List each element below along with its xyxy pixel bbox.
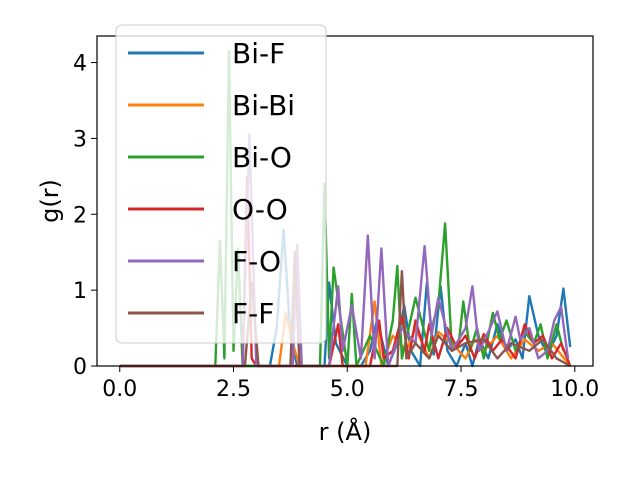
legend-box bbox=[115, 24, 327, 344]
legend-label-o-o: O-O bbox=[232, 193, 288, 226]
y-tick-label: 4 bbox=[73, 52, 87, 77]
legend-label-bi-f: Bi-F bbox=[232, 37, 285, 70]
x-tick-label: 0.0 bbox=[102, 377, 137, 402]
x-axis-label: r (Å) bbox=[319, 417, 372, 446]
y-tick-label: 2 bbox=[73, 203, 87, 228]
legend-label-bi-bi: Bi-Bi bbox=[232, 89, 295, 122]
y-tick-label: 1 bbox=[73, 279, 87, 304]
y-tick-label: 3 bbox=[73, 127, 87, 152]
y-axis-label: g(r) bbox=[36, 179, 64, 223]
x-tick-label: 2.5 bbox=[216, 377, 251, 402]
legend-label-bi-o: Bi-O bbox=[232, 141, 292, 174]
plot-frame bbox=[96, 35, 594, 367]
x-tick-label: 7.5 bbox=[444, 377, 479, 402]
legend-label-f-o: F-O bbox=[232, 245, 281, 278]
y-tick-label: 0 bbox=[73, 355, 87, 380]
legend: Bi-F Bi-Bi Bi-O O-O F-O F-F bbox=[115, 24, 327, 344]
series-line-f-o bbox=[119, 133, 570, 368]
tick-layer: 0.0 2.5 5.0 7.5 10.0 0 1 2 3 4 bbox=[73, 52, 599, 402]
legend-label-f-f: F-F bbox=[232, 297, 274, 330]
x-tick-label: 10.0 bbox=[550, 377, 599, 402]
series-line-bi-o bbox=[119, 50, 565, 368]
x-tick-label: 5.0 bbox=[330, 377, 365, 402]
